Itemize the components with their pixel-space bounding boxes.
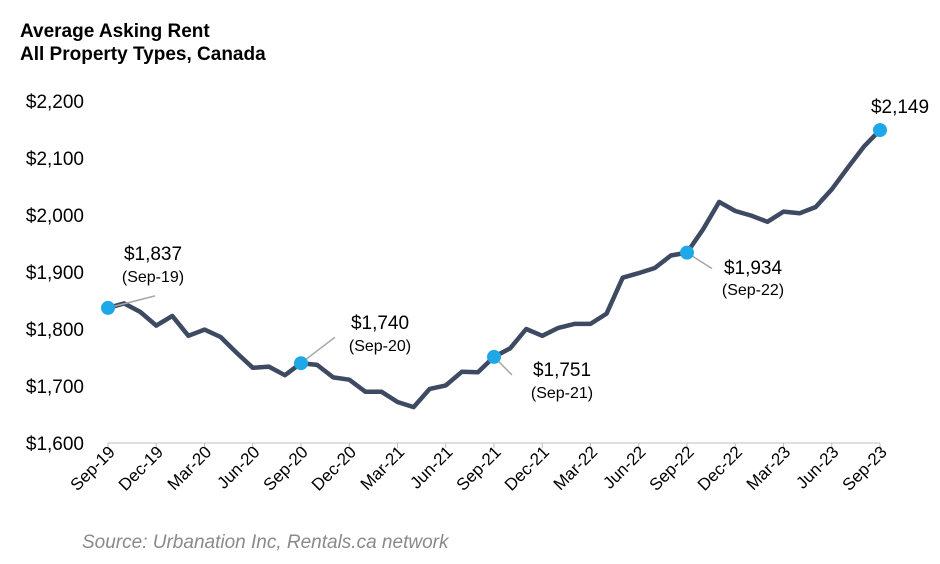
y-tick-label: $1,900 [26, 263, 84, 284]
x-tick-label: Dec-21 [501, 442, 553, 494]
x-tick-label: Mar-20 [164, 442, 216, 494]
callout-value-label: $1,837 [124, 244, 182, 265]
x-tick-label: Sep-22 [646, 442, 698, 494]
chart-title-line2: All Property Types, Canada [20, 44, 266, 65]
y-tick-label: $2,200 [26, 92, 84, 113]
x-tick-label: Mar-22 [550, 442, 602, 494]
chart-title-line1: Average Asking Rent [20, 21, 210, 42]
callout-date-label: (Sep-19) [122, 269, 184, 286]
x-tick-label: Mar-21 [357, 442, 409, 494]
x-tick-label: Dec-20 [308, 442, 360, 494]
x-tick-label: Sep-20 [260, 442, 312, 494]
x-tick-label: Mar-23 [743, 442, 795, 494]
callout-value-label: $2,149 [871, 97, 929, 118]
source-note: Source: Urbanation Inc, Rentals.ca netwo… [82, 532, 449, 553]
callout-date-label: (Sep-22) [722, 282, 784, 299]
x-tick-label: Jun-22 [599, 442, 649, 492]
highlight-marker [101, 300, 115, 315]
x-tick-label: Dec-22 [694, 442, 746, 494]
callout-date-label: (Sep-20) [349, 338, 411, 355]
callout-value-label: $1,740 [351, 313, 409, 334]
callout-date-label: (Sep-21) [531, 385, 593, 402]
chart-title: Average Asking Rent All Property Types, … [20, 20, 266, 66]
highlight-marker [487, 349, 501, 364]
highlight-marker [873, 123, 887, 138]
callout-value-label: $1,751 [533, 360, 591, 381]
x-tick-label: Sep-23 [839, 442, 891, 494]
highlight-marker [680, 245, 694, 260]
y-tick-label: $1,800 [26, 320, 84, 341]
x-tick-label: Dec-19 [115, 442, 167, 494]
y-tick-label: $1,600 [26, 434, 84, 455]
x-tick-label: Jun-20 [213, 442, 263, 492]
x-tick-label: Jun-23 [792, 442, 842, 492]
callout-leader-line [300, 336, 336, 364]
highlight-marker [294, 356, 308, 371]
callout-leader-line [107, 295, 156, 309]
x-tick-label: Sep-21 [453, 442, 505, 494]
y-tick-label: $2,100 [26, 149, 84, 170]
callout-value-label: $1,934 [724, 258, 783, 279]
y-tick-label: $2,000 [26, 206, 84, 227]
y-tick-label: $1,700 [26, 377, 84, 398]
x-tick-label: Jun-21 [406, 442, 456, 492]
